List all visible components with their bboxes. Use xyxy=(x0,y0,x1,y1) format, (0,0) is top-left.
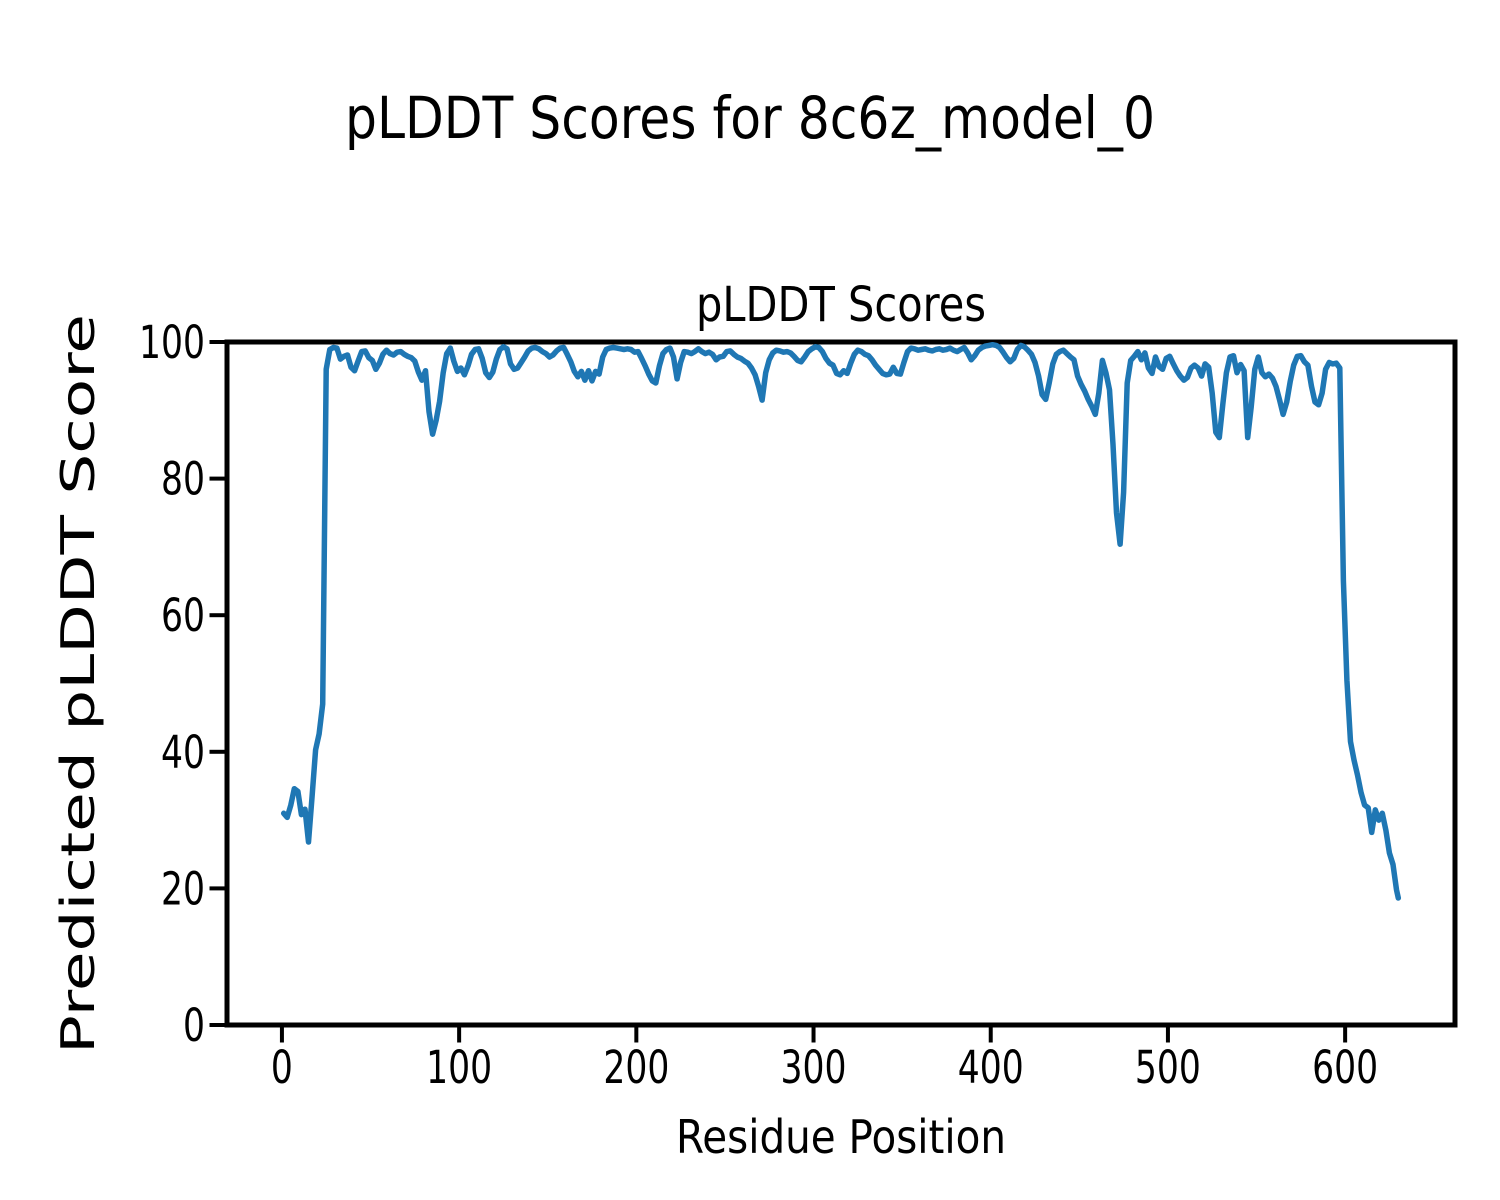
y-tick-label: 40 xyxy=(161,726,205,779)
x-axis-label: Residue Position xyxy=(676,1110,1006,1164)
x-tick-label: 100 xyxy=(426,1041,492,1094)
x-tick-label: 400 xyxy=(958,1041,1024,1094)
y-axis-label: Predicted pLDDT Score xyxy=(51,314,105,1054)
x-tick-label: 600 xyxy=(1312,1041,1378,1094)
plddt-series-line xyxy=(280,341,1402,901)
figure-title: pLDDT Scores for 8c6z_model_0 xyxy=(345,84,1155,152)
y-tick-label: 0 xyxy=(183,999,205,1052)
x-tick-label: 0 xyxy=(271,1041,293,1094)
axes-layer: 0 100 200 300 400 500 600 0 20 40 60 80 100 xyxy=(139,316,1458,1094)
x-tick-label: 200 xyxy=(603,1041,669,1094)
x-tick-label: 300 xyxy=(781,1041,847,1094)
y-tick-label: 60 xyxy=(161,589,205,642)
y-tick-label: 20 xyxy=(161,862,205,915)
y-tick-label: 100 xyxy=(139,316,205,369)
axes-spines xyxy=(224,339,1458,1028)
x-tick-label: 500 xyxy=(1135,1041,1201,1094)
y-tick-label: 80 xyxy=(161,453,205,506)
plot-series-layer xyxy=(280,341,1402,901)
axes-title: pLDDT Scores xyxy=(696,277,986,333)
